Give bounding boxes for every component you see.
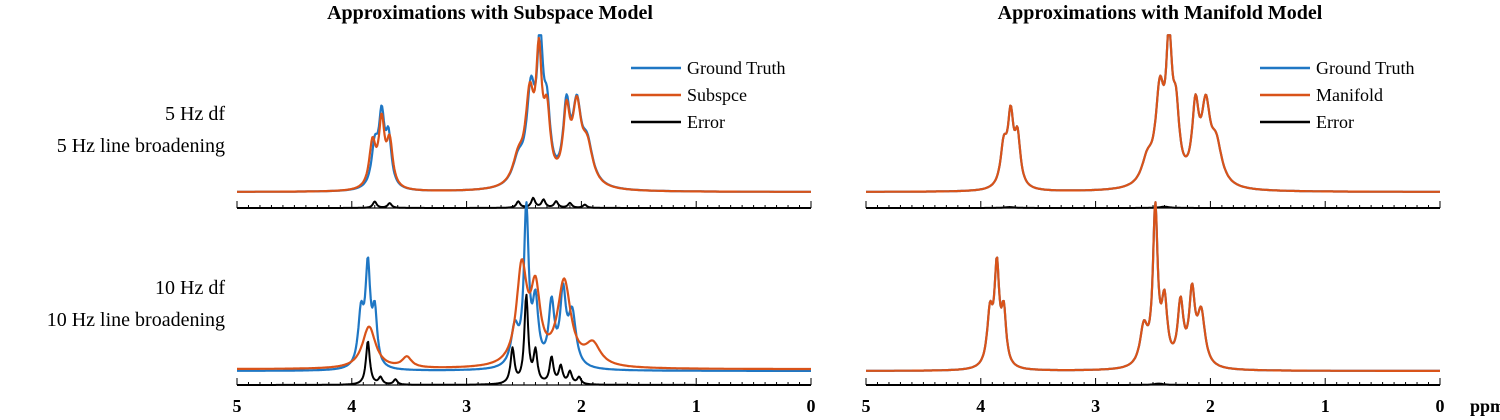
legend-label: Subspce [687, 85, 747, 105]
legend: Ground Truth Manifold Error [1260, 58, 1415, 132]
legend: Ground Truth Subspce Error [631, 58, 786, 132]
row1-label-line2: 5 Hz line broadening [56, 135, 225, 157]
row1-label: 5 Hz df 5 Hz line broadening [57, 98, 225, 162]
row2-label-line2: 10 Hz line broadening [46, 309, 225, 331]
right-column-title: Approximations with Manifold Model [997, 2, 1323, 24]
panel-bottom-left: 5 4 3 2 1 0 [233, 201, 816, 416]
series-manifold-line [865, 34, 1441, 193]
x-tick-label: 0 [807, 396, 816, 416]
x-tick-label: 5 [862, 396, 871, 416]
legend-label: Ground Truth [1316, 58, 1415, 78]
panel-bottom-right: 5 4 3 2 1 0 ppm [862, 201, 1500, 416]
legend-label: Error [687, 112, 725, 132]
row2-label-line1: 10 Hz df [155, 277, 225, 299]
x-tick-label: 4 [347, 396, 356, 416]
series-manifold-line [865, 201, 1441, 372]
series-subspce-line [236, 36, 812, 193]
x-tick-label: 2 [1206, 396, 1215, 416]
legend-label: Ground Truth [687, 58, 786, 78]
legend-label: Manifold [1316, 85, 1383, 105]
x-tick-label: 4 [976, 396, 985, 416]
x-tick-label: 3 [462, 396, 471, 416]
x-tick-label: 3 [1091, 396, 1100, 416]
row2-label: 10 Hz df 10 Hz line broadening [47, 272, 225, 336]
panel-top-right: Ground Truth Manifold Error [865, 34, 1441, 209]
x-axis-unit-label: ppm [1470, 396, 1500, 416]
x-tick-label: 1 [692, 396, 701, 416]
panel-top-left: Ground Truth Subspce Error [236, 34, 812, 209]
x-tick-label: 0 [1436, 396, 1445, 416]
row1-label-line1: 5 Hz df [165, 103, 225, 125]
x-tick-label: 5 [233, 396, 242, 416]
x-tick-label: 1 [1321, 396, 1330, 416]
left-column-title: Approximations with Subspace Model [327, 2, 653, 24]
legend-label: Error [1316, 112, 1354, 132]
series-subspce-line [236, 258, 812, 371]
x-tick-label: 2 [577, 396, 586, 416]
